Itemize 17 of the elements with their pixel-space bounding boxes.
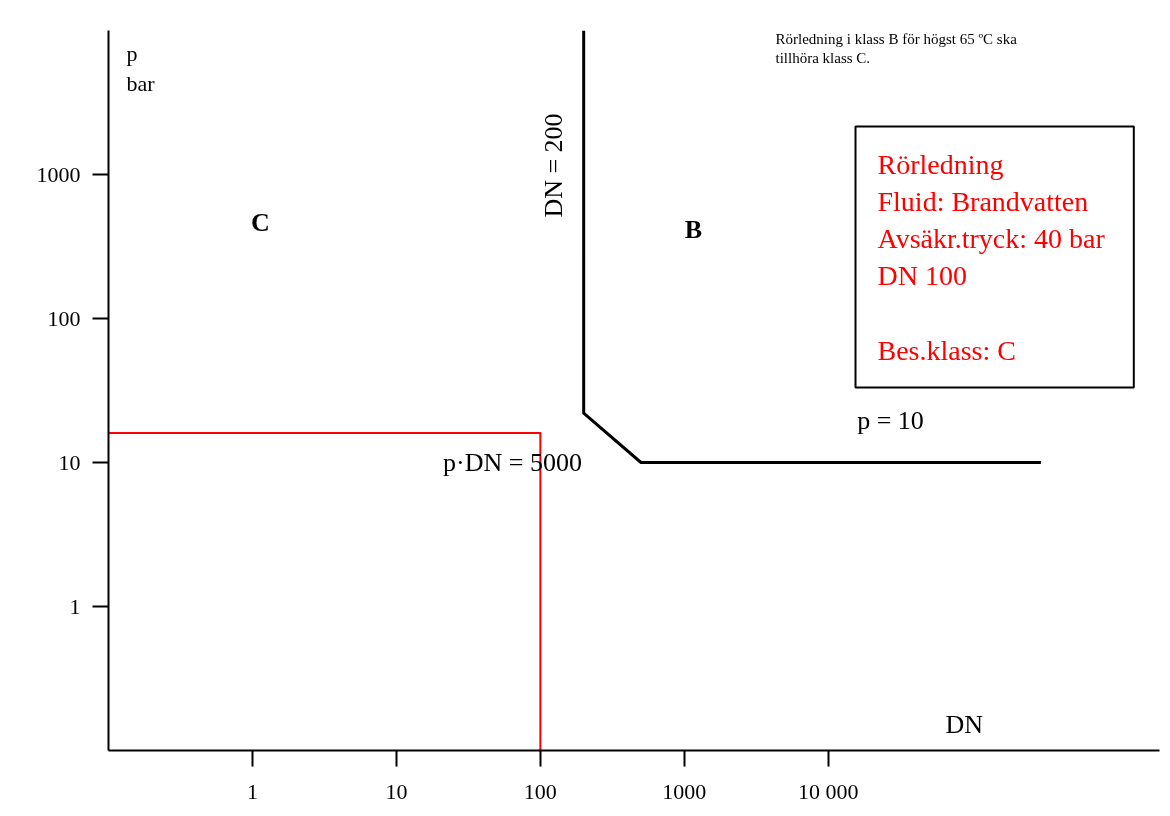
text: Rörledning Fluid: Brandvatten Avsäkr.tryck: 40 bar DN 100 Bes.klass: C — [877, 148, 1105, 366]
x-tick-label: 10 — [385, 778, 408, 804]
y-tick-label: 1000 — [36, 161, 81, 187]
x-tick-label: 10 000 — [798, 778, 859, 804]
x-tick-label: 1000 — [662, 778, 707, 804]
x-tick-label: 100 — [523, 778, 557, 804]
y-tick-label: 10 — [58, 449, 81, 475]
x-tick-label: 1 — [246, 778, 258, 804]
x-axis-title: DN — [945, 709, 984, 739]
annotation: p = 10 — [857, 406, 924, 435]
y-axis-title: p bar — [126, 40, 156, 96]
annotation: Rörledning i klass B för högst 65 ºC ska tillhöra klass C. — [775, 30, 1018, 66]
annotation: C — [251, 208, 270, 237]
annotation: B — [684, 215, 703, 244]
annotation: DN = 200 — [539, 113, 568, 218]
y-tick-label: 100 — [47, 305, 81, 331]
y-tick-label: 1 — [69, 593, 81, 619]
